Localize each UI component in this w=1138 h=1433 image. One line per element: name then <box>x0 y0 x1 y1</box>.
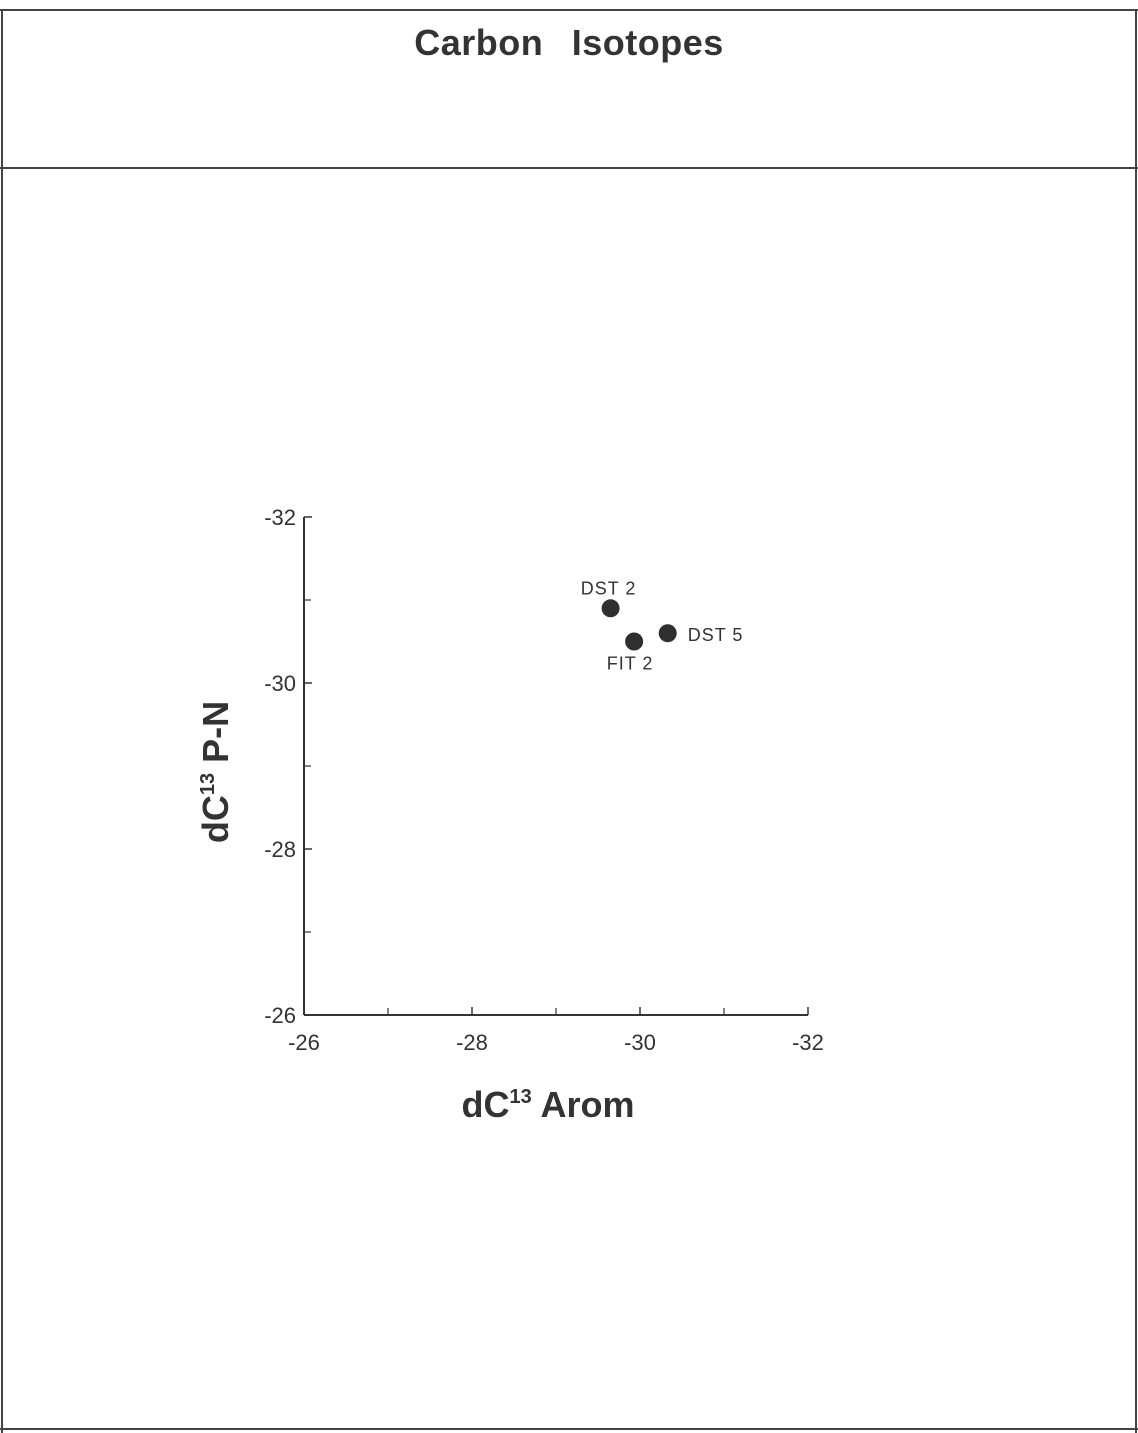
y-tick-label: -32 <box>264 505 296 530</box>
data-point <box>625 632 644 651</box>
data-point <box>658 624 677 643</box>
x-axis-title: dC13 Arom <box>462 1084 635 1125</box>
chart-axes <box>303 517 808 1016</box>
chart-ticks: -26 -28 -30 -32 -32 -30 -28 -26 <box>264 505 824 1055</box>
data-point-label: DST 2 <box>581 578 637 598</box>
chart-points <box>601 599 677 651</box>
data-point <box>601 599 620 618</box>
x-tick-label: -30 <box>624 1030 656 1055</box>
y-axis-title: dC13 P-N <box>195 701 236 843</box>
x-tick-label: -26 <box>288 1030 320 1055</box>
page-title: Carbon Isotopes <box>414 22 724 63</box>
chart-labels: DST 2 FIT 2 DST 5 dC13 Arom dC13 P-N <box>195 578 744 1125</box>
y-tick-label: -30 <box>264 671 296 696</box>
x-tick-label: -32 <box>792 1030 824 1055</box>
data-point-label: DST 5 <box>688 625 744 645</box>
data-point-label: FIT 2 <box>607 654 654 674</box>
x-tick-label: -28 <box>456 1030 488 1055</box>
y-tick-label: -26 <box>264 1003 296 1028</box>
y-tick-label: -28 <box>264 837 296 862</box>
